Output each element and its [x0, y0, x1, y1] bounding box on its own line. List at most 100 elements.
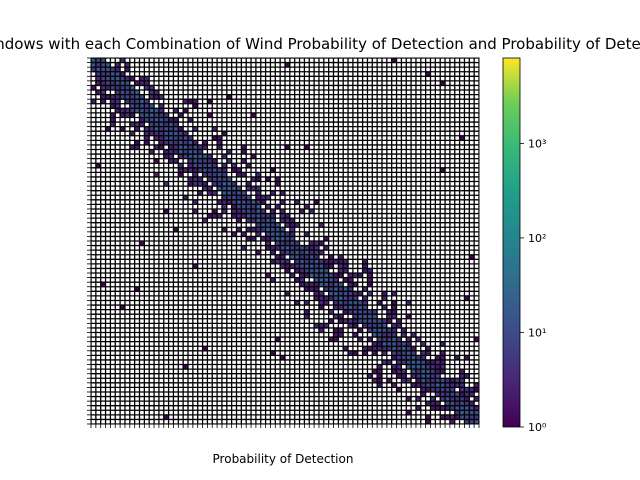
heatmap-cell	[144, 112, 150, 118]
heatmap-cells	[91, 58, 479, 424]
heatmap-cell	[110, 67, 116, 72]
heatmap-cell	[285, 268, 290, 274]
heatmap-cell	[110, 117, 116, 123]
heatmap-cell	[207, 172, 213, 177]
heatmap-cell	[435, 391, 441, 397]
heatmap-cell	[445, 391, 450, 397]
heatmap-cell	[352, 309, 358, 315]
heatmap-cell	[401, 327, 407, 333]
heatmap-cell	[144, 135, 150, 141]
heatmap-cell	[333, 337, 339, 342]
heatmap-cell	[343, 346, 349, 351]
heatmap-cell	[314, 323, 319, 328]
heatmap-cell	[100, 76, 106, 81]
heatmap-cell	[212, 158, 218, 164]
heatmap-cell	[168, 144, 174, 150]
heatmap-cell	[406, 355, 412, 360]
heatmap-cell	[449, 396, 455, 402]
heatmap-cell	[139, 76, 145, 81]
heatmap-cell	[95, 163, 101, 168]
heatmap-cell	[280, 241, 285, 246]
heatmap-cell	[382, 332, 387, 338]
heatmap-cell	[314, 241, 319, 246]
heatmap-cell	[377, 332, 382, 338]
heatmap-cell	[110, 99, 116, 104]
heatmap-cell	[178, 112, 184, 118]
heatmap-cell	[314, 199, 319, 205]
heatmap-cell	[129, 90, 135, 95]
heatmap-cell	[377, 364, 382, 370]
heatmap-cell	[338, 314, 344, 319]
heatmap-cell	[246, 195, 252, 200]
x-tick-marks	[90, 424, 480, 428]
heatmap-cell	[202, 186, 208, 191]
heatmap-cell	[285, 236, 290, 242]
heatmap-cell	[144, 80, 150, 86]
heatmap-cell	[251, 199, 256, 205]
heatmap-cell	[270, 213, 276, 219]
heatmap-cell	[464, 387, 470, 392]
heatmap-cell	[110, 103, 116, 109]
heatmap-cell	[430, 387, 436, 392]
heatmap-cell	[304, 263, 310, 269]
heatmap-cell	[270, 231, 276, 237]
heatmap-cell	[192, 126, 198, 132]
heatmap-cell	[183, 140, 188, 145]
heatmap-cell	[362, 314, 368, 319]
heatmap-cell	[382, 295, 387, 301]
heatmap-cell	[323, 263, 329, 269]
heatmap-cell	[435, 405, 441, 411]
heatmap-cell	[217, 181, 222, 187]
heatmap-cell	[275, 337, 281, 342]
heatmap-cell	[430, 401, 436, 406]
heatmap-cell	[391, 309, 397, 315]
heatmap-cell	[124, 94, 130, 100]
heatmap-cell	[202, 346, 208, 351]
heatmap-cell	[314, 250, 319, 255]
heatmap-cell	[430, 378, 436, 383]
heatmap-cell	[188, 154, 193, 159]
colorbar-tick-label: 10³	[528, 137, 546, 150]
heatmap-cell	[440, 359, 446, 365]
heatmap-cell	[275, 236, 281, 242]
heatmap-cell	[255, 190, 261, 196]
heatmap-cell	[440, 80, 446, 86]
heatmap-cell	[406, 300, 412, 306]
heatmap-cell	[173, 144, 179, 150]
heatmap-cell	[202, 144, 208, 150]
heatmap-cell	[318, 263, 324, 269]
heatmap-cell	[246, 218, 252, 223]
heatmap-cell	[372, 369, 378, 374]
heatmap-cell	[260, 222, 266, 228]
heatmap-cell	[221, 181, 227, 187]
heatmap-cell	[168, 154, 174, 159]
heatmap-cell	[270, 227, 276, 232]
heatmap-cell	[265, 204, 271, 209]
heatmap-cell	[425, 350, 431, 356]
heatmap-cell	[391, 300, 397, 306]
heatmap-cell	[168, 131, 174, 136]
heatmap-cell	[158, 135, 164, 141]
heatmap-cell	[149, 90, 155, 95]
heatmap-cell	[236, 186, 242, 191]
heatmap-cell	[440, 350, 446, 356]
heatmap-cell	[425, 364, 431, 370]
heatmap-cell	[314, 263, 319, 269]
heatmap-cell	[183, 99, 188, 104]
heatmap-cell	[304, 250, 310, 255]
heatmap-cell	[294, 263, 300, 269]
heatmap-cell	[454, 391, 460, 397]
heatmap-cell	[411, 332, 416, 338]
heatmap-cell	[309, 250, 315, 255]
heatmap-cell	[221, 172, 227, 177]
heatmap-cell	[251, 236, 256, 242]
heatmap-cell	[318, 305, 324, 310]
heatmap-cell	[100, 282, 106, 287]
heatmap-cell	[255, 172, 261, 177]
heatmap-cell	[178, 135, 184, 141]
heatmap-cell	[129, 94, 135, 100]
heatmap-cell	[338, 327, 344, 333]
heatmap-cell	[318, 241, 324, 246]
heatmap-cell	[265, 236, 271, 242]
